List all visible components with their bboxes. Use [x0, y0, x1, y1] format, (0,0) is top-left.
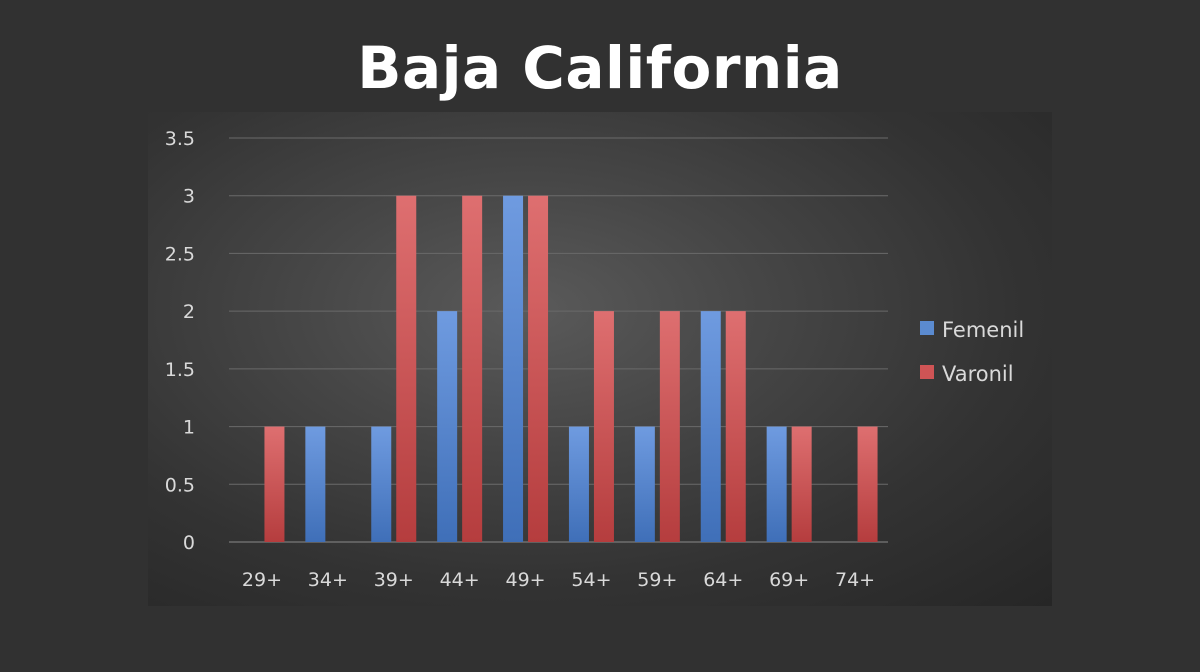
- bar-femenil-39plus: [371, 426, 392, 542]
- bar-varonil-39plus: [396, 195, 417, 542]
- legend-swatch-varonil: [920, 365, 934, 379]
- x-tick-label: 29+: [242, 569, 282, 591]
- bar-varonil-74plus: [857, 426, 878, 542]
- x-tick-label: 74+: [835, 569, 875, 591]
- y-tick-label: 0: [183, 532, 195, 554]
- legend-label-femenil: Femenil: [942, 318, 1024, 342]
- bar-varonil-44plus: [462, 195, 483, 542]
- x-tick-label: 34+: [308, 569, 348, 591]
- page-title: Baja California: [357, 34, 843, 102]
- bar-femenil-34plus: [305, 426, 326, 542]
- y-tick-label: 2: [183, 301, 195, 323]
- y-tick-label: 3: [183, 186, 195, 208]
- legend-swatch-femenil: [920, 321, 934, 335]
- bar-varonil-29plus: [264, 426, 285, 542]
- chart-area: 0 0.5 1 1.5 2 2.5 3 3.5 29+ 34+ 39+ 44+ 49+ 54+ 59+ 64…: [148, 112, 1052, 606]
- x-axis-ticks: 29+ 34+ 39+ 44+ 49+ 54+ 59+ 64+ 69+ 74+: [242, 569, 875, 591]
- y-tick-label: 0.5: [165, 474, 195, 496]
- legend: Femenil Varonil: [920, 318, 1024, 386]
- x-tick-label: 59+: [637, 569, 677, 591]
- y-tick-label: 1: [183, 417, 195, 439]
- bar-varonil-64plus: [725, 311, 746, 542]
- x-tick-label: 69+: [769, 569, 809, 591]
- y-tick-label: 3.5: [165, 128, 195, 150]
- bar-varonil-69plus: [791, 426, 812, 542]
- gridlines: [229, 137, 888, 543]
- bar-femenil-54plus: [568, 426, 589, 542]
- bar-varonil-59plus: [659, 311, 680, 542]
- bar-femenil-64plus: [700, 311, 721, 542]
- bar-varonil-49plus: [528, 195, 549, 542]
- y-axis-ticks: 0 0.5 1 1.5 2 2.5 3 3.5: [165, 128, 195, 554]
- bar-femenil-44plus: [437, 311, 458, 542]
- x-tick-label: 64+: [703, 569, 743, 591]
- x-tick-label: 44+: [440, 569, 480, 591]
- legend-label-varonil: Varonil: [942, 362, 1014, 386]
- x-tick-label: 49+: [505, 569, 545, 591]
- y-tick-label: 1.5: [165, 359, 195, 381]
- bars: [264, 195, 878, 542]
- bar-femenil-59plus: [634, 426, 655, 542]
- x-tick-label: 54+: [571, 569, 611, 591]
- bar-chart: 0 0.5 1 1.5 2 2.5 3 3.5 29+ 34+ 39+ 44+ 49+ 54+ 59+ 64…: [165, 128, 1024, 591]
- x-tick-label: 39+: [374, 569, 414, 591]
- y-tick-label: 2.5: [165, 243, 195, 265]
- bar-femenil-49plus: [503, 195, 524, 542]
- bar-femenil-69plus: [766, 426, 787, 542]
- bar-varonil-54plus: [593, 311, 614, 542]
